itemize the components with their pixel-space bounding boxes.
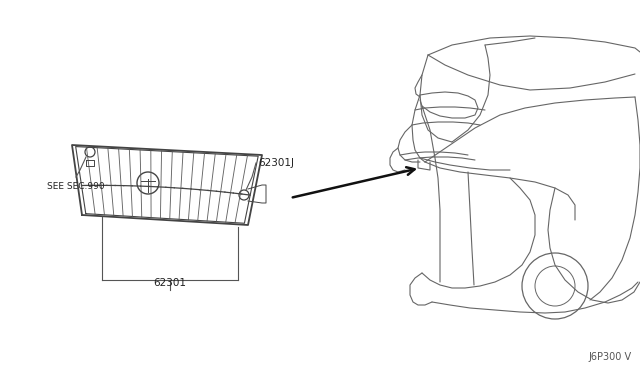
Text: SEE SEC.990: SEE SEC.990 [47,182,105,191]
Text: 62301: 62301 [154,278,186,288]
Text: 62301J: 62301J [258,158,294,168]
Text: J6P300 V: J6P300 V [589,352,632,362]
